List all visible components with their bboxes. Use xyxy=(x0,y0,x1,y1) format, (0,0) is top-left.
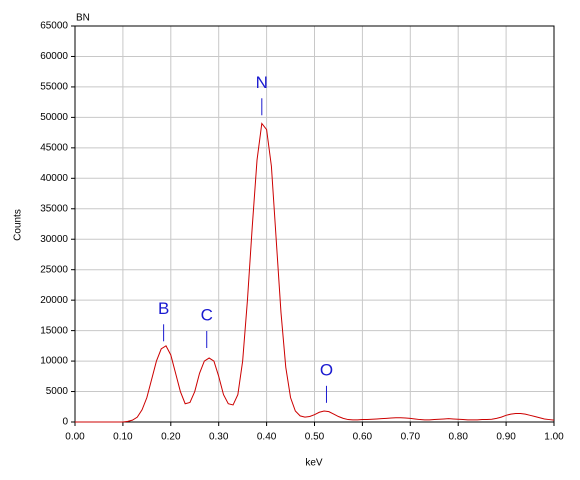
plot-frame xyxy=(74,25,555,423)
peak-label: B xyxy=(158,299,169,318)
x-tick-label: 0.60 xyxy=(353,432,373,443)
y-tick-label: 50000 xyxy=(40,112,68,123)
y-tick-label: 5000 xyxy=(46,386,69,397)
y-tick-label: 60000 xyxy=(40,51,68,62)
y-tick-label: 25000 xyxy=(40,264,68,275)
x-tick-label: 0.70 xyxy=(401,432,421,443)
x-tick-label: 0.30 xyxy=(209,432,229,443)
x-tick-label: 0.90 xyxy=(496,432,516,443)
y-tick-label: 10000 xyxy=(40,356,68,367)
x-tick-label: 0.10 xyxy=(113,432,133,443)
peak-label: O xyxy=(320,360,333,379)
y-tick-label: 55000 xyxy=(40,82,68,93)
x-tick-label: 0.40 xyxy=(257,432,277,443)
y-tick-label: 40000 xyxy=(40,173,68,184)
chart-title: BN xyxy=(76,13,90,24)
y-tick-label: 0 xyxy=(62,417,68,428)
x-axis-label: keV xyxy=(305,458,323,469)
x-tick-label: 0.50 xyxy=(305,432,325,443)
y-tick-label: 20000 xyxy=(40,295,68,306)
x-tick-label: 0.20 xyxy=(161,432,181,443)
spectrum-line xyxy=(75,122,555,423)
y-tick-label: 65000 xyxy=(40,21,68,32)
peak-label: C xyxy=(201,305,213,324)
peak-label: N xyxy=(256,73,268,92)
y-tick-label: 45000 xyxy=(40,142,68,153)
x-tick-label: 0.00 xyxy=(65,432,85,443)
x-tick-label: 0.80 xyxy=(448,432,468,443)
y-tick-label: 30000 xyxy=(40,234,68,245)
y-tick-label: 35000 xyxy=(40,203,68,214)
x-tick-label: 1.00 xyxy=(544,432,564,443)
y-tick-label: 15000 xyxy=(40,325,68,336)
y-axis-label: Counts xyxy=(13,209,24,241)
